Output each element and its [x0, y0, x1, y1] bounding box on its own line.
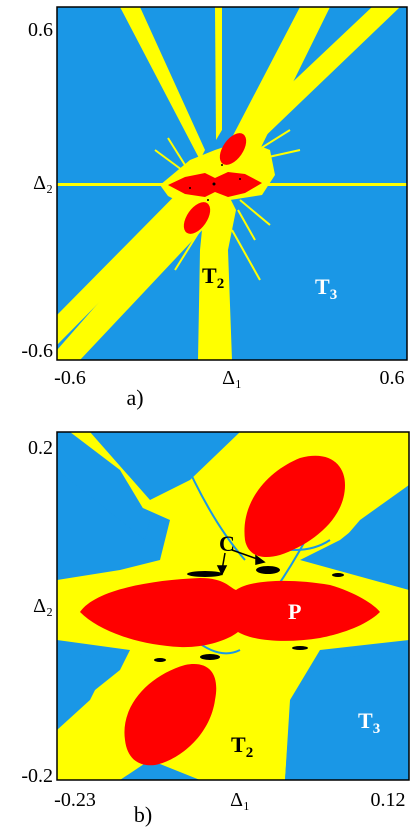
label-t3-a: T3 — [315, 274, 337, 303]
label-t2-b: T2 — [231, 732, 253, 761]
panel-b-frame — [56, 431, 410, 781]
yellow-vertical-stripe — [198, 190, 236, 360]
caption-a: a) — [126, 385, 143, 410]
ytick-min-b: -0.2 — [21, 765, 53, 787]
xlabel-a: Δ₁ — [222, 367, 242, 389]
red-island-lower — [183, 202, 211, 234]
yellow-filaments — [149, 129, 301, 281]
ytick-max-a: 0.6 — [28, 19, 53, 41]
red-blob-upper — [244, 455, 345, 558]
ylabel-b: Δ₂ — [33, 595, 53, 617]
ylabel-a: Δ₂ — [33, 172, 53, 194]
c-pointer-arrows — [216, 549, 266, 576]
xtick-min-a: -0.6 — [54, 367, 86, 389]
xlabel-b: Δ₁ — [230, 789, 250, 811]
blue-cutout-bottom-left — [57, 650, 110, 730]
xtick-min-b: -0.23 — [54, 789, 96, 811]
yellow-band-diagonal-2 — [57, 7, 330, 360]
red-region-p — [80, 578, 380, 648]
blue-cutout-right-lower — [285, 650, 409, 780]
panel-b: C P T2 T3 0.2 -0.2 Δ₂ -0.23 0.12 Δ₁ b) — [21, 431, 410, 827]
blue-cutout-right-upper — [330, 485, 409, 565]
label-p: P — [288, 599, 301, 624]
red-blob-lower — [124, 664, 217, 766]
black-chaotic-fringes — [189, 164, 241, 201]
xtick-max-a: 0.6 — [380, 367, 405, 389]
ytick-min-a: -0.6 — [21, 340, 53, 362]
yellow-band-upper-mid — [215, 7, 222, 140]
black-chaotic-fringes — [154, 566, 344, 662]
label-t2-a: T2 — [202, 263, 224, 292]
xtick-max-b: 0.12 — [371, 789, 406, 811]
label-t3-b: T3 — [358, 708, 380, 737]
red-island-upper — [219, 133, 247, 165]
ytick-max-b: 0.2 — [28, 437, 53, 459]
panel-b-plot: C P T2 T3 — [57, 432, 409, 780]
panel-a-plot: T2 T3 — [57, 7, 407, 360]
blue-cutout-top-left — [57, 432, 150, 540]
yellow-band-upper-left — [120, 7, 205, 160]
panel-a: T2 T3 0.6 -0.6 Δ₂ -0.6 0.6 Δ₁ a) — [21, 6, 408, 410]
panel-a-frame — [56, 6, 408, 361]
caption-b: b) — [134, 802, 152, 827]
label-c: C — [219, 531, 235, 556]
